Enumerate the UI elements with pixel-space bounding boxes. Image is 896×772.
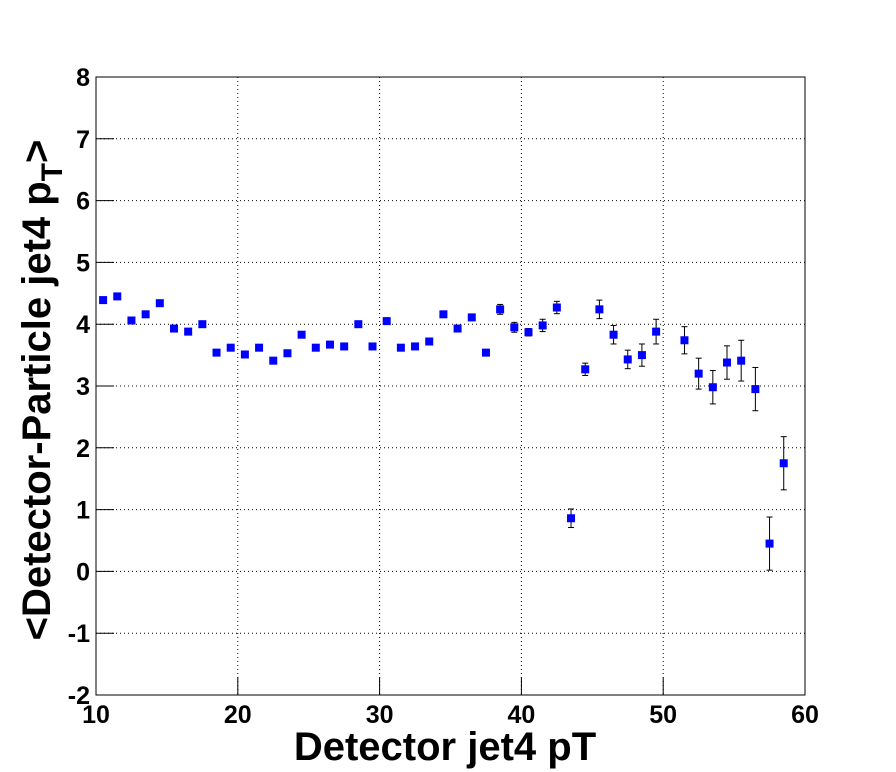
point [255, 343, 264, 352]
point [325, 340, 334, 349]
point [581, 365, 590, 374]
y-tick-label: 0 [76, 558, 90, 586]
point [198, 320, 207, 329]
y-label-main: <Detector-Particle jet4 p [15, 181, 59, 640]
point [368, 342, 377, 351]
point [382, 317, 391, 326]
point [283, 349, 292, 358]
y-label-sub: T [36, 163, 69, 181]
point [99, 296, 108, 305]
x-tick-label: 60 [791, 701, 819, 729]
point [425, 337, 434, 346]
point [637, 351, 646, 360]
point [552, 303, 561, 312]
point [737, 356, 746, 365]
point [169, 324, 178, 333]
x-tick-label: 30 [366, 701, 394, 729]
point [680, 336, 689, 345]
point [708, 383, 717, 392]
point [340, 342, 349, 351]
point [297, 330, 306, 339]
x-axis-label: Detector jet4 pT [294, 725, 596, 769]
point [524, 328, 533, 337]
point [396, 343, 405, 352]
point [623, 355, 632, 364]
y-tick-label: 5 [76, 249, 90, 277]
point [467, 313, 476, 322]
y-axis-label: <Detector-Particle jet4 pT> [15, 140, 69, 641]
y-tick-label: -2 [68, 682, 90, 710]
x-tick-label: 40 [507, 701, 535, 729]
y-tick-label: 3 [76, 373, 90, 401]
point [240, 350, 249, 359]
y-tick-label: 6 [76, 188, 90, 216]
point [141, 310, 150, 319]
point [155, 299, 164, 308]
point [212, 348, 221, 357]
point [226, 343, 235, 352]
y-tick-label: 8 [76, 64, 90, 92]
point [184, 327, 193, 336]
point [439, 310, 448, 319]
plot-frame [95, 76, 806, 696]
point [481, 348, 490, 357]
point [694, 369, 703, 378]
y-tick-label: 1 [76, 497, 90, 525]
point [127, 316, 136, 325]
point [751, 385, 760, 394]
point [354, 320, 363, 329]
x-tick-label: 50 [649, 701, 677, 729]
point [723, 358, 732, 367]
point [595, 305, 604, 314]
y-tick-label: 4 [76, 311, 90, 339]
point [779, 459, 788, 468]
y-tick-label: -1 [68, 620, 90, 648]
y-label-end: > [15, 140, 59, 163]
x-tick-label: 20 [224, 701, 252, 729]
point [567, 514, 576, 523]
point [453, 324, 462, 333]
y-tick-label: 2 [76, 435, 90, 463]
point [269, 356, 278, 365]
point [538, 321, 547, 330]
x-tick-label: 10 [82, 701, 110, 729]
point [496, 305, 505, 314]
point [510, 323, 519, 332]
point [411, 342, 420, 351]
y-tick-label: 7 [76, 126, 90, 154]
point [652, 327, 661, 336]
point [113, 292, 122, 301]
point [311, 343, 320, 352]
point [609, 330, 618, 339]
point [765, 539, 774, 548]
